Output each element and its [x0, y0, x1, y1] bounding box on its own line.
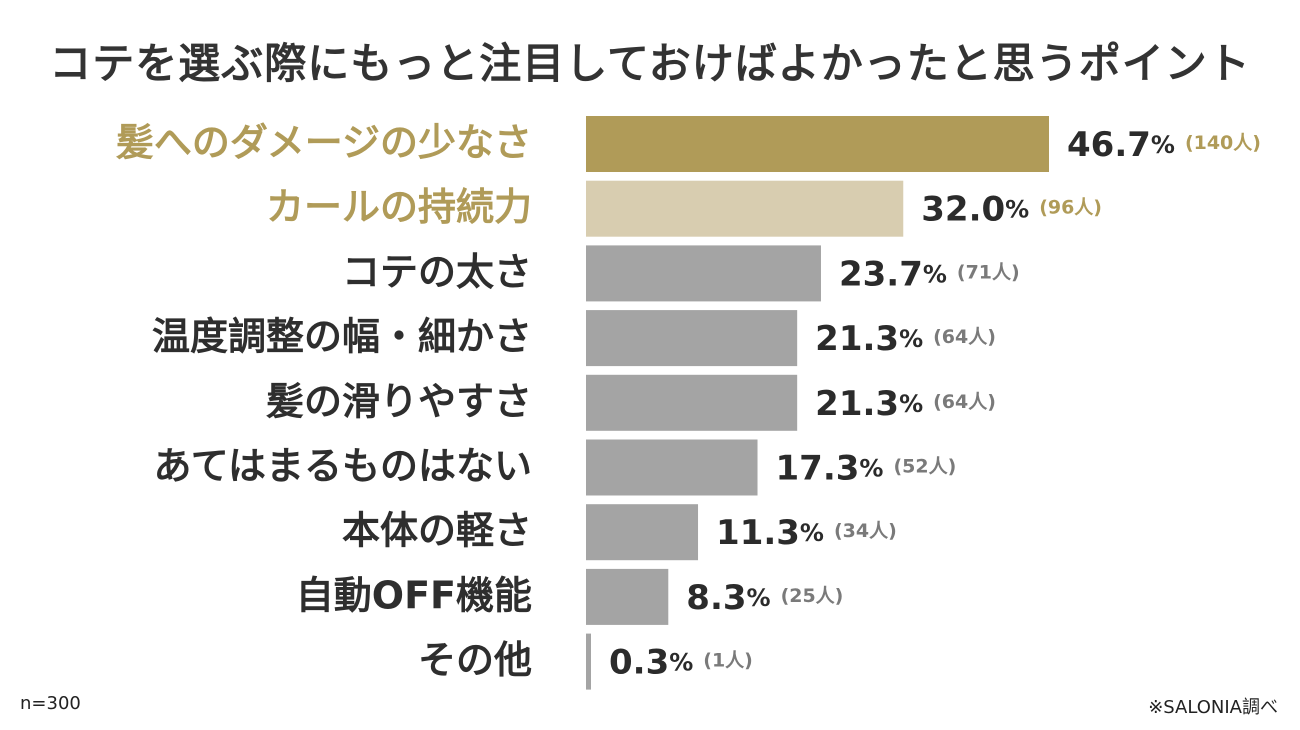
bar — [586, 116, 1049, 172]
category-label: カールの持続力 — [266, 185, 532, 229]
category-label: 本体の軽さ — [342, 509, 532, 553]
category-label: 髪へのダメージの少なさ — [116, 121, 532, 165]
bar — [586, 374, 798, 431]
value-label: 32.0% (96人) — [921, 189, 1102, 229]
chart-title: コテを選ぶ際にもっと注目しておけばよかったと思うポイント — [49, 39, 1251, 88]
bar — [586, 504, 699, 561]
value-label: 11.3% (34人) — [716, 513, 897, 553]
bar — [586, 439, 758, 496]
value-label: 0.3% (1人) — [609, 642, 753, 682]
bar — [586, 245, 821, 302]
value-label: 8.3% (25人) — [686, 577, 843, 617]
source-note: ※SALONIA調べ — [1148, 697, 1278, 718]
bar — [586, 633, 591, 690]
value-label: 23.7% (71人) — [839, 254, 1020, 294]
category-label: 自動OFF機能 — [296, 573, 532, 617]
category-label: 温度調整の幅・細かさ — [152, 315, 532, 359]
bar — [586, 568, 669, 625]
category-label: コテの太さ — [342, 250, 532, 294]
category-label: あてはまるものはない — [154, 444, 532, 488]
value-label: 21.3% (64人) — [815, 383, 996, 423]
category-label: その他 — [418, 638, 532, 682]
bar — [586, 180, 904, 237]
value-label: 17.3% (52人) — [776, 448, 957, 488]
value-label: 21.3% (64人) — [815, 319, 996, 359]
value-label: 46.7% (140人) — [1067, 125, 1261, 165]
bar — [586, 310, 798, 367]
category-label: 髪の滑りやすさ — [266, 379, 532, 423]
sample-size-note: n=300 — [20, 693, 81, 714]
